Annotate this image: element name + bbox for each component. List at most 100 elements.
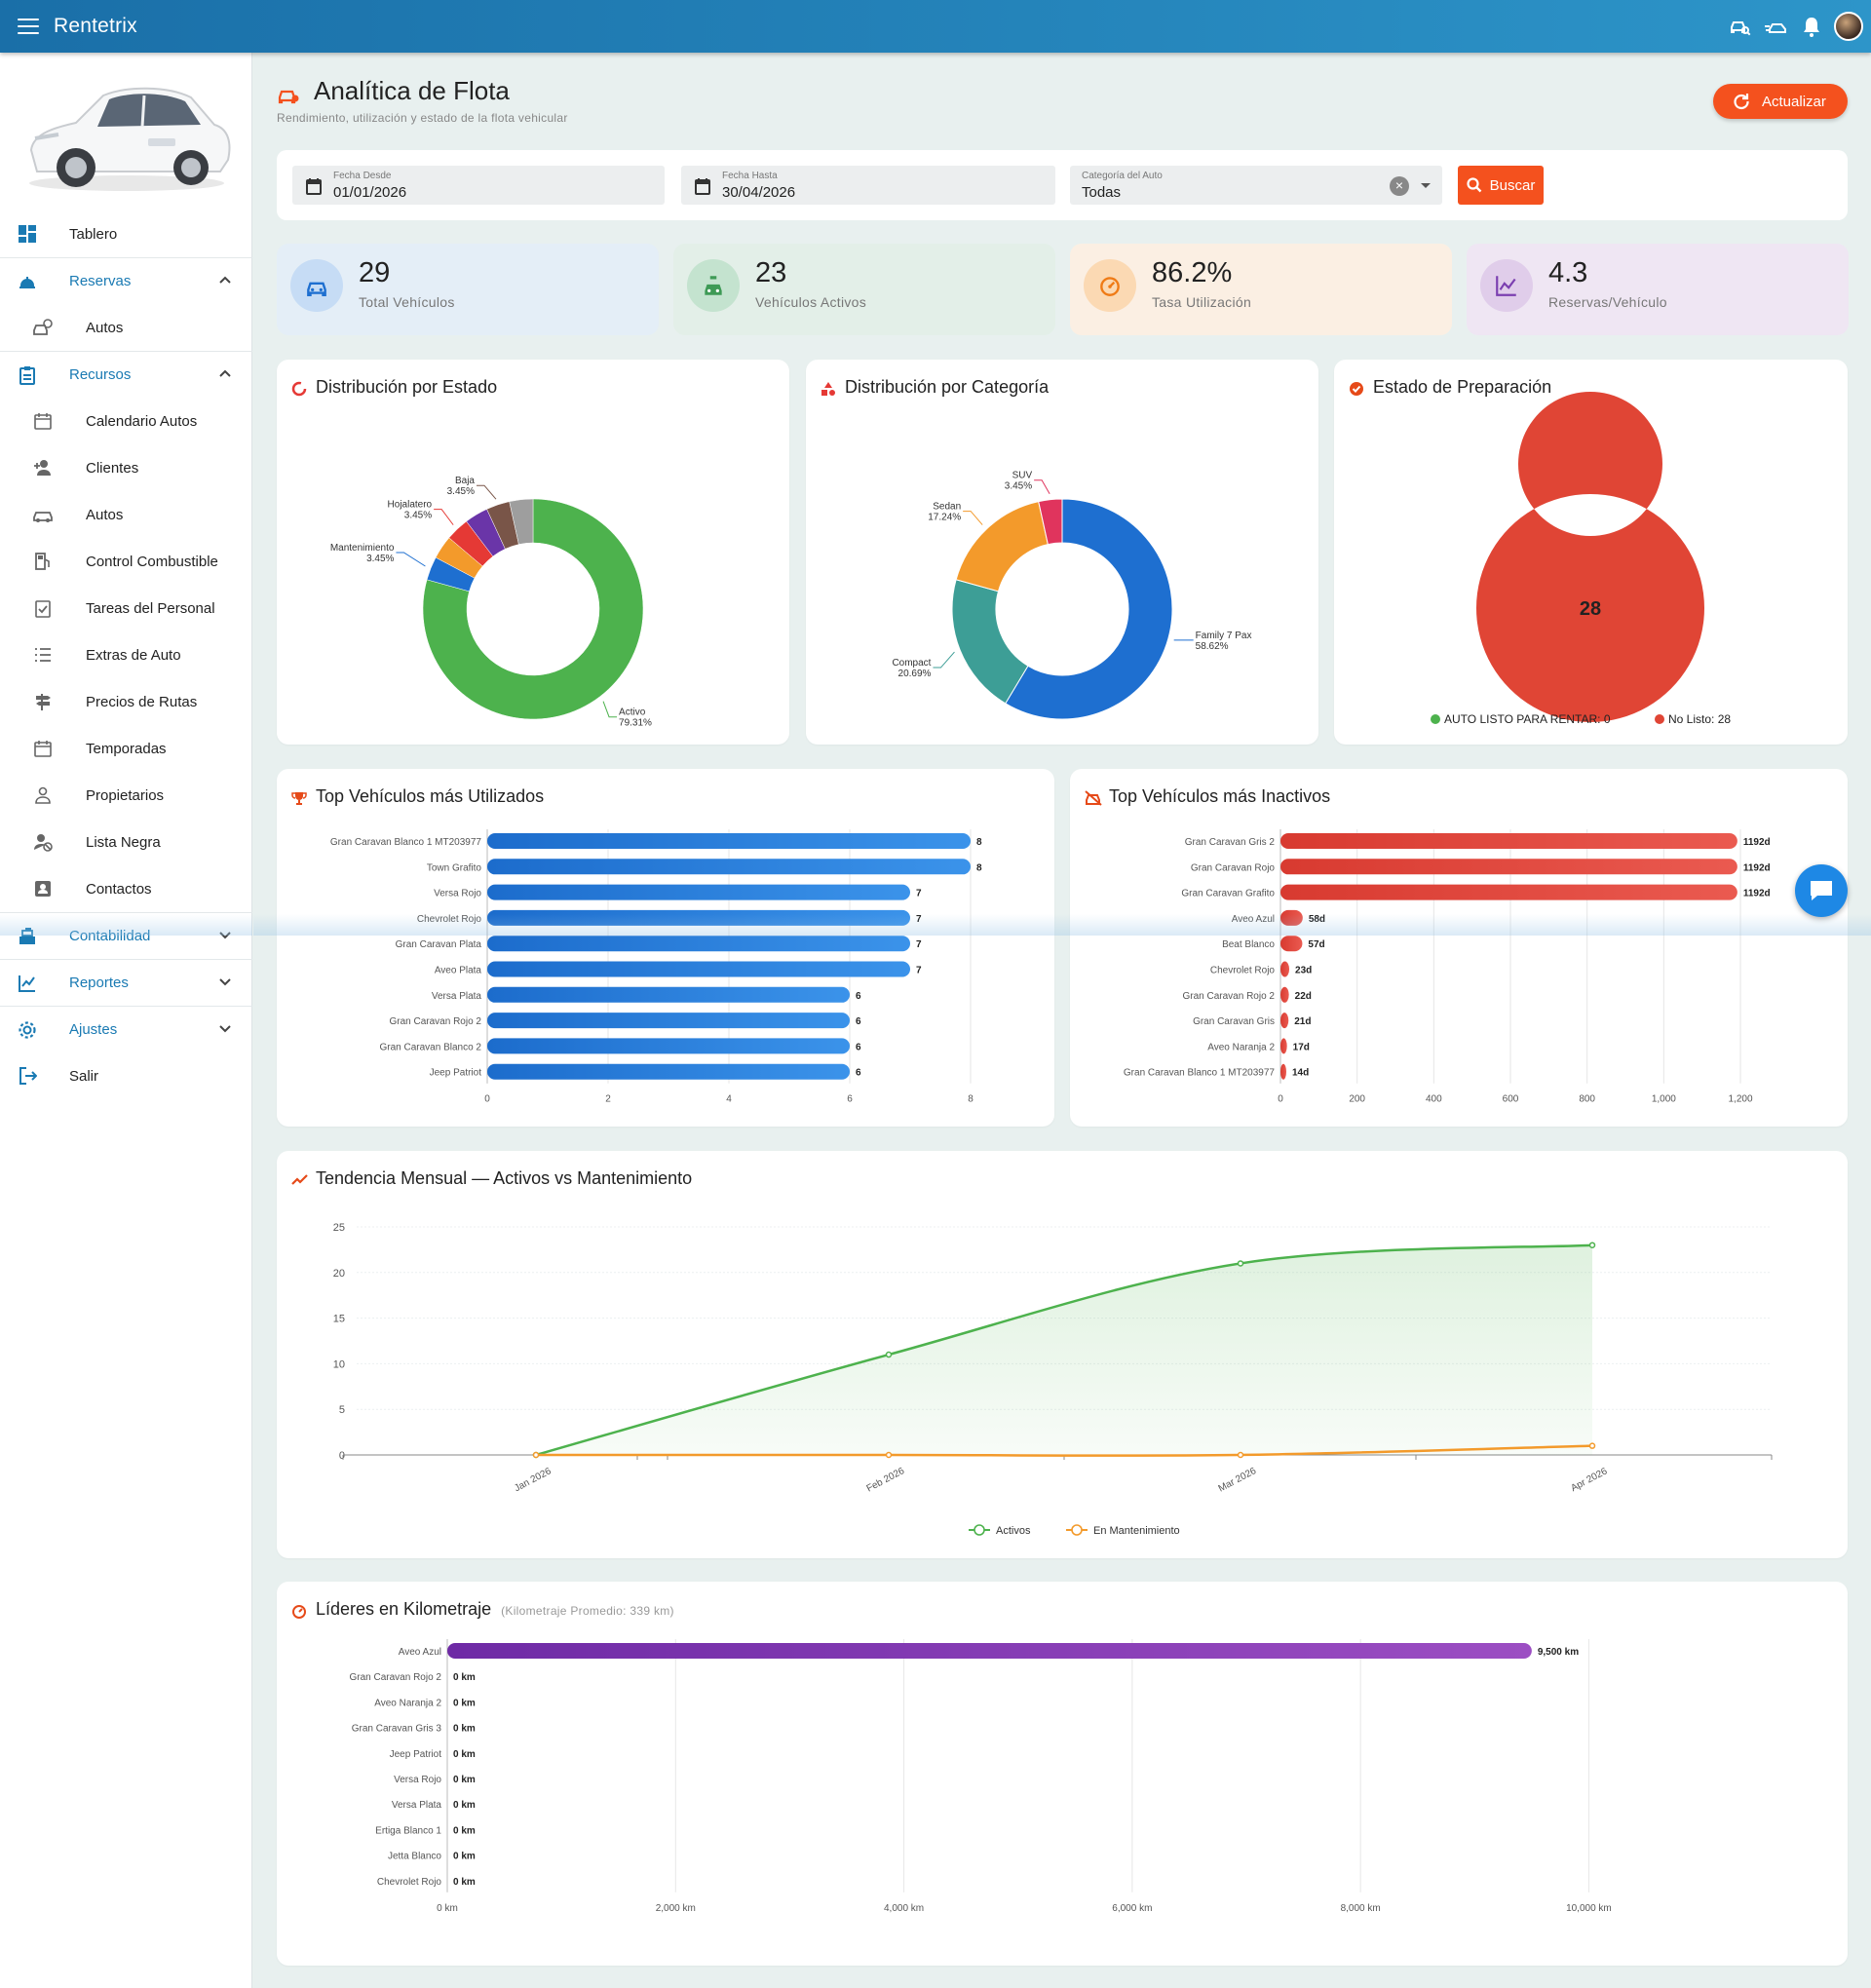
tendencia-card: Tendencia Mensual — Activos vs Mantenimi… <box>277 1151 1848 1558</box>
sidebar-item-tareas-del-personal[interactable]: Tareas del Personal <box>0 585 252 631</box>
sidebar-item-control-combustible[interactable]: Control Combustible <box>0 538 252 585</box>
date-to-label: Fecha Hasta <box>722 171 778 181</box>
data-label: 8 <box>976 862 982 873</box>
chat-button[interactable] <box>1795 864 1848 917</box>
car-icon <box>33 512 53 522</box>
y-tick-label: Aveo Naranja 2 <box>1207 1042 1275 1052</box>
data-label: 0 km <box>453 1775 476 1785</box>
data-label: 0 km <box>453 1800 476 1811</box>
sidebar-item-precios-de-rutas[interactable]: Precios de Rutas <box>0 678 252 725</box>
legend-marker <box>974 1524 985 1536</box>
data-point <box>885 1351 893 1358</box>
kpi-card: 4.3 Reservas/Vehículo <box>1467 244 1849 335</box>
categoria-chart-title: Distribución por Categoría <box>845 377 1050 397</box>
sidebar-item-contabilidad[interactable]: Contabilidad <box>0 912 252 959</box>
chevron-down-icon[interactable] <box>219 931 231 939</box>
chevron-down-icon[interactable] <box>219 1024 231 1033</box>
sidebar-item-reportes[interactable]: Reportes <box>0 959 252 1006</box>
kpi-value: 23 <box>755 257 787 288</box>
y-tick-label: Gran Caravan Blanco 1 MT203977 <box>1124 1068 1276 1079</box>
sidebar-item-tablero[interactable]: Tablero <box>0 210 252 257</box>
y-tick-label: Jeep Patriot <box>390 1749 442 1760</box>
sidebar-item-autos[interactable]: Autos <box>0 491 252 538</box>
data-label: 6 <box>856 991 861 1002</box>
sidebar-item-label: Extras de Auto <box>86 646 181 664</box>
category-select[interactable]: Categoría del Auto Todas × <box>1070 166 1442 205</box>
y-tick-label: Gran Caravan Gris 2 <box>1185 837 1276 848</box>
clear-icon[interactable]: × <box>1390 176 1409 196</box>
x-tick-label: 8,000 km <box>1341 1903 1381 1914</box>
chevron-down-icon[interactable] <box>1421 183 1431 188</box>
donut-slice <box>1005 498 1173 720</box>
sidebar-item-label: Recursos <box>69 366 132 383</box>
y-tick-label: Ertiga Blanco 1 <box>375 1825 441 1836</box>
person-add-icon <box>34 460 51 476</box>
x-tick-label: 4,000 km <box>884 1903 924 1914</box>
category-value[interactable]: Todas <box>1082 184 1122 201</box>
chevron-down-icon[interactable] <box>219 977 231 986</box>
label-leader-line <box>396 552 426 567</box>
hamburger-menu-icon[interactable] <box>18 19 39 34</box>
y-tick-label: Town Grafito <box>427 862 482 873</box>
date-from-label: Fecha Desde <box>333 171 392 181</box>
search-button[interactable]: Buscar <box>1458 166 1544 205</box>
contacts-icon <box>35 881 51 897</box>
sidebar-item-label: Contactos <box>86 880 152 898</box>
x-tick-label: 0 <box>484 1094 490 1105</box>
sidebar-item-calendario-autos[interactable]: Calendario Autos <box>0 398 252 444</box>
search-label: Buscar <box>1489 176 1536 194</box>
bar <box>487 909 910 926</box>
sidebar-item-recursos[interactable]: Recursos <box>0 351 252 398</box>
x-tick-label: Apr 2026 <box>1569 1466 1609 1494</box>
slice-label: Hojalatero <box>388 500 433 511</box>
data-point <box>1588 1442 1596 1449</box>
y-tick-label: Versa Plata <box>392 1800 442 1811</box>
date-from-value[interactable]: 01/01/2026 <box>333 184 407 201</box>
car-icon <box>307 282 326 296</box>
bar <box>1280 1013 1289 1029</box>
user-avatar[interactable] <box>1834 12 1863 41</box>
donut-slice <box>951 579 1029 705</box>
sidebar-item-extras-de-auto[interactable]: Extras de Auto <box>0 631 252 678</box>
chevron-up-icon[interactable] <box>219 276 231 285</box>
chevron-up-icon[interactable] <box>219 369 231 378</box>
date-from-field[interactable]: Fecha Desde 01/01/2026 <box>292 166 665 205</box>
sidebar-item-clientes[interactable]: Clientes <box>0 444 252 491</box>
date-to-value[interactable]: 30/04/2026 <box>722 184 796 201</box>
kpi-label: Tasa Utilización <box>1152 294 1252 310</box>
shapes-icon <box>821 382 835 396</box>
top-inactivos-bar-chart: 0 200 400 600 800 1,000 1,200 Gran Caravan Gris… <box>1124 829 1771 1105</box>
sidebar-item-temporadas[interactable]: Temporadas <box>0 725 252 772</box>
task-icon <box>35 600 51 618</box>
data-label: 58d <box>1309 914 1325 925</box>
bar <box>487 961 910 977</box>
date-to-field[interactable]: Fecha Hasta 30/04/2026 <box>681 166 1055 205</box>
sidebar-item-label: Precios de Rutas <box>86 693 198 710</box>
sidebar-item-reservas[interactable]: Reservas <box>0 257 252 304</box>
calendar-icon[interactable] <box>695 177 710 195</box>
bar <box>487 986 850 1003</box>
car-search-icon[interactable] <box>1729 15 1752 38</box>
kpi-card: 23 Vehículos Activos <box>673 244 1055 335</box>
x-tick-label: Feb 2026 <box>865 1466 907 1495</box>
slice-percent: 17.24% <box>928 513 961 523</box>
car-speed-icon[interactable] <box>1764 15 1789 38</box>
sidebar-item-autos[interactable]: Autos <box>0 304 252 351</box>
sidebar-item-propietarios[interactable]: Propietarios <box>0 772 252 819</box>
sidebar-item-contactos[interactable]: Contactos <box>0 865 252 912</box>
data-label: 14d <box>1292 1068 1309 1079</box>
legend-label: AUTO LISTO PARA RENTAR: 0 <box>1444 712 1611 726</box>
label-leader-line <box>933 651 955 669</box>
bar <box>1280 884 1737 900</box>
calendar-icon[interactable] <box>306 177 322 195</box>
refresh-button[interactable]: Actualizar <box>1713 84 1848 119</box>
sidebar-item-lista-negra[interactable]: Lista Negra <box>0 819 252 865</box>
notification-bell-icon[interactable] <box>1801 15 1822 38</box>
sidebar: Tablero Reservas Autos Recursos Calendario A… <box>0 53 252 1988</box>
chat-icon <box>1811 881 1832 900</box>
sidebar-item-ajustes[interactable]: Ajustes <box>0 1006 252 1052</box>
trending-up-icon <box>291 1174 308 1185</box>
sidebar-item-salir[interactable]: Salir <box>0 1052 252 1099</box>
kpi-value: 4.3 <box>1548 257 1588 288</box>
legend-marker <box>1431 714 1440 724</box>
